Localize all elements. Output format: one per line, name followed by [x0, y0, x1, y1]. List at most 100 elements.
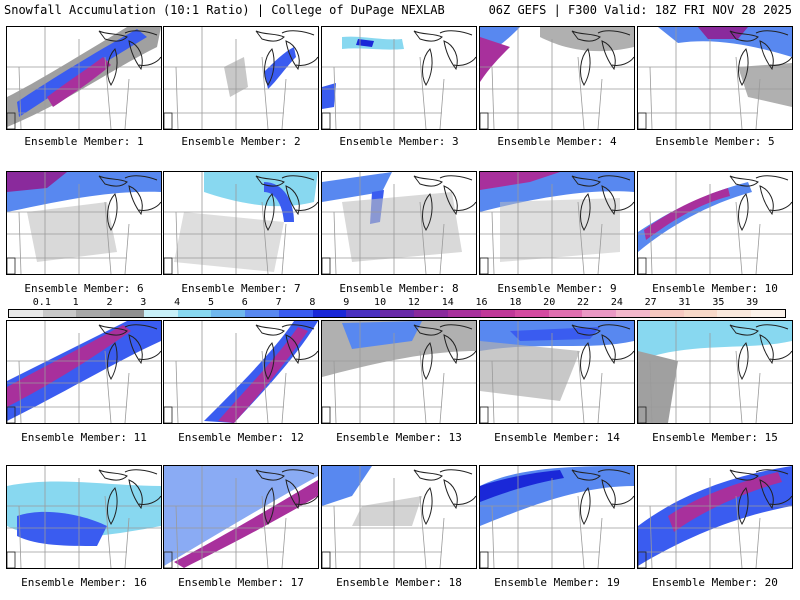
ensemble-member-label: Ensemble Member: 11	[21, 431, 147, 444]
ensemble-member-map	[6, 320, 162, 424]
ensemble-member-map	[637, 171, 793, 275]
ensemble-member-label: Ensemble Member: 13	[336, 431, 462, 444]
ensemble-member-map	[637, 320, 793, 424]
ensemble-member-label: Ensemble Member: 20	[652, 576, 778, 589]
snowfall-map	[7, 466, 161, 568]
ensemble-member-label: Ensemble Member: 6	[24, 282, 144, 295]
colorbar-swatch	[312, 310, 347, 317]
colorbar-tick: 8	[309, 297, 316, 308]
colorbar-tick: 0.1	[32, 297, 51, 308]
colorbar-swatch	[177, 310, 212, 317]
snowfall-map	[638, 27, 792, 129]
ensemble-member-label: Ensemble Member: 12	[178, 431, 304, 444]
colorbar-swatch	[717, 310, 752, 317]
ensemble-member-map	[6, 26, 162, 130]
ensemble-member-label: Ensemble Member: 18	[336, 576, 462, 589]
snowfall-map	[164, 321, 318, 423]
snowfall-map	[7, 172, 161, 274]
ensemble-member-label: Ensemble Member: 14	[494, 431, 620, 444]
colorbar-tick: 20	[543, 297, 556, 308]
colorbar-swatch	[346, 310, 381, 317]
ensemble-member-map	[479, 171, 635, 275]
colorbar-swatch	[751, 310, 785, 317]
colorbar-swatch	[380, 310, 414, 317]
colorbar-swatch	[582, 310, 617, 317]
colorbar-tick: 35	[712, 297, 725, 308]
colorbar-tick: 31	[678, 297, 691, 308]
snowfall-map	[322, 172, 476, 274]
ensemble-member-map	[479, 26, 635, 130]
colorbar-swatch	[515, 310, 549, 317]
ensemble-member-map	[163, 26, 319, 130]
ensemble-member-label: Ensemble Member: 7	[181, 282, 301, 295]
snowfall-map	[480, 172, 634, 274]
ensemble-member-label: Ensemble Member: 5	[655, 135, 775, 148]
snowfall-map	[7, 27, 161, 129]
colorbar-tick: 10	[374, 297, 387, 308]
ensemble-member-label: Ensemble Member: 9	[497, 282, 617, 295]
colorbar-swatch	[413, 310, 448, 317]
snowfall-map	[480, 321, 634, 423]
ensemble-member-map	[479, 465, 635, 569]
colorbar-tick: 4	[174, 297, 181, 308]
colorbar-tick: 27	[644, 297, 657, 308]
colorbar-tick: 39	[746, 297, 759, 308]
snowfall-map	[322, 27, 476, 129]
ensemble-member-label: Ensemble Member: 19	[494, 576, 620, 589]
colorbar-swatch	[143, 310, 178, 317]
snowfall-map	[638, 466, 792, 568]
snowfall-colorbar	[8, 309, 786, 318]
colorbar-tick: 1	[72, 297, 79, 308]
ensemble-member-map	[637, 465, 793, 569]
colorbar-swatch	[211, 310, 246, 317]
ensemble-member-map	[163, 171, 319, 275]
ensemble-member-label: Ensemble Member: 1	[24, 135, 144, 148]
ensemble-member-map	[6, 465, 162, 569]
colorbar-swatch	[245, 310, 279, 317]
snowfall-map	[322, 466, 476, 568]
colorbar-swatch	[447, 310, 482, 317]
ensemble-member-map	[321, 320, 477, 424]
colorbar-tick: 18	[509, 297, 522, 308]
snowfall-map	[480, 466, 634, 568]
colorbar-tick: 6	[241, 297, 248, 308]
ensemble-member-map	[479, 320, 635, 424]
ensemble-member-map	[163, 465, 319, 569]
colorbar-tick: 2	[106, 297, 113, 308]
snowfall-map	[322, 321, 476, 423]
ensemble-member-map	[637, 26, 793, 130]
ensemble-member-label: Ensemble Member: 15	[652, 431, 778, 444]
colorbar-swatch	[481, 310, 516, 317]
colorbar-swatch	[42, 310, 77, 317]
ensemble-member-label: Ensemble Member: 10	[652, 282, 778, 295]
product-title: Snowfall Accumulation (10:1 Ratio) | Col…	[4, 3, 445, 17]
ensemble-member-label: Ensemble Member: 2	[181, 135, 301, 148]
ensemble-member-map	[321, 171, 477, 275]
ensemble-member-label: Ensemble Member: 16	[21, 576, 147, 589]
model-valid-time: 06Z GEFS | F300 Valid: 18Z FRI NOV 28 20…	[488, 3, 792, 17]
colorbar-tick: 9	[343, 297, 350, 308]
colorbar-swatch	[278, 310, 313, 317]
colorbar-swatch	[616, 310, 650, 317]
colorbar-swatch	[548, 310, 583, 317]
ensemble-member-label: Ensemble Member: 8	[339, 282, 459, 295]
colorbar-swatch	[649, 310, 684, 317]
snowfall-map	[7, 321, 161, 423]
snowfall-map	[638, 321, 792, 423]
colorbar-tick: 14	[441, 297, 454, 308]
colorbar-tick: 3	[140, 297, 147, 308]
colorbar-tick: 12	[407, 297, 420, 308]
snowfall-map	[638, 172, 792, 274]
snowfall-map	[164, 466, 318, 568]
snowfall-map	[164, 27, 318, 129]
snowfall-map	[164, 172, 318, 274]
ensemble-member-label: Ensemble Member: 17	[178, 576, 304, 589]
colorbar-swatch	[76, 310, 111, 317]
ensemble-member-map	[163, 320, 319, 424]
colorbar-tick: 16	[475, 297, 488, 308]
ensemble-member-label: Ensemble Member: 3	[339, 135, 459, 148]
ensemble-member-map	[321, 26, 477, 130]
snowfall-map	[480, 27, 634, 129]
colorbar-swatch	[683, 310, 718, 317]
colorbar-tick: 7	[275, 297, 282, 308]
